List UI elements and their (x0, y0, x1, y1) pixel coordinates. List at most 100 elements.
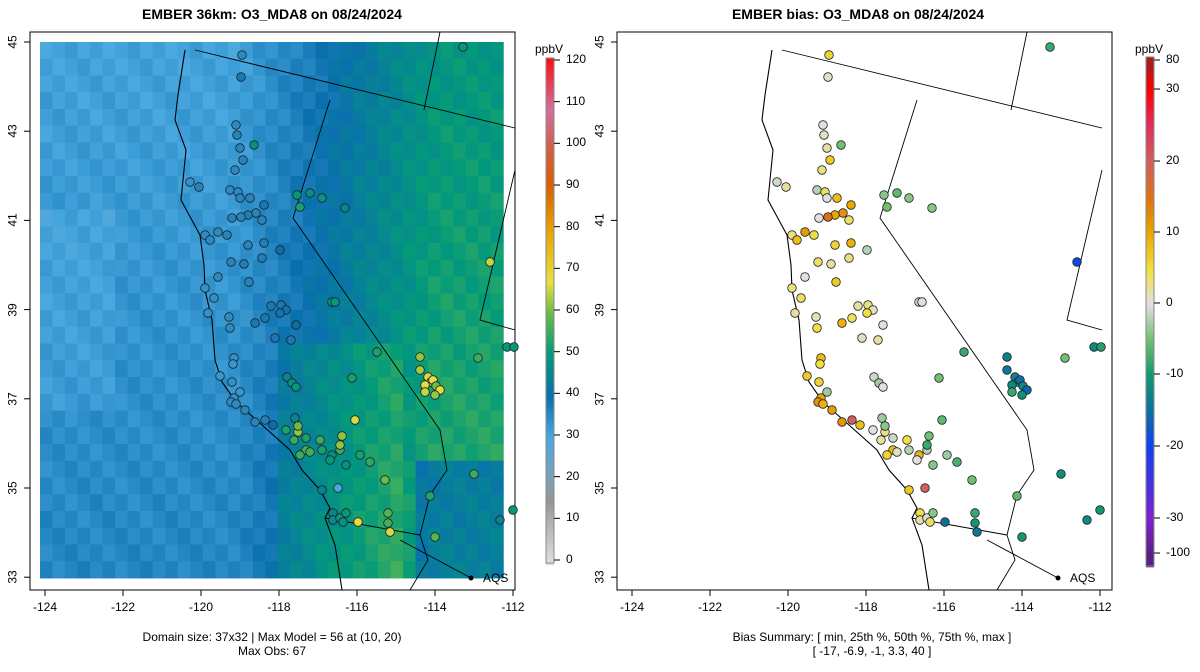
model-cell (440, 209, 454, 227)
model-cell (190, 343, 204, 361)
model-cell (290, 176, 304, 194)
model-cell (127, 259, 141, 277)
lon-tick-label: -114 (1010, 600, 1034, 614)
model-cell (440, 159, 454, 177)
obs-station-point (292, 190, 302, 200)
model-cell (65, 310, 79, 328)
model-cell (440, 109, 454, 127)
bias-colorbar-segment (1146, 87, 1154, 91)
bias-station-point (1002, 365, 1012, 375)
model-cell (478, 42, 492, 60)
lon-tick-label: -120 (188, 600, 214, 614)
obs-station-point (365, 457, 375, 467)
model-cell (465, 377, 479, 395)
model-cell (90, 410, 104, 428)
model-cell (327, 42, 341, 60)
obs-station-point (383, 518, 393, 528)
model-cell (440, 544, 454, 562)
model-cell (215, 209, 229, 227)
obs-colorbar-segment (546, 442, 554, 446)
model-cell (340, 343, 354, 361)
obs-colorbar-segment (546, 454, 554, 458)
model-cell (353, 561, 366, 579)
model-cell (403, 444, 417, 462)
bias-station-point (880, 421, 890, 431)
model-cell (315, 393, 329, 411)
model-cell (77, 159, 91, 177)
bias-colorbar-segment (1146, 285, 1154, 289)
obs-colorbar-segment (546, 58, 554, 62)
obs-colorbar-segment (546, 205, 554, 209)
model-cell (390, 109, 404, 127)
model-cell (378, 75, 392, 93)
obs-colorbar-segment (546, 154, 554, 158)
bias-station-point (857, 333, 867, 343)
model-cell (315, 176, 329, 194)
obs-station-point (266, 301, 276, 311)
model-cell (65, 109, 79, 127)
model-cell (340, 293, 354, 311)
obs-colorbar-segment (546, 106, 554, 110)
bias-colorbar-segment (1146, 159, 1154, 163)
state-boundary (879, 99, 1035, 536)
bias-station-point (838, 208, 848, 218)
model-cell (415, 326, 429, 344)
bias-station-point (847, 313, 857, 323)
model-cell (428, 259, 442, 277)
model-cell (177, 310, 191, 328)
model-cell (140, 477, 154, 495)
model-cell (490, 427, 504, 445)
bias-colorbar-segment (1146, 180, 1154, 184)
obs-station-point (225, 185, 235, 195)
model-cell (465, 310, 479, 328)
model-cell (353, 477, 366, 495)
model-cell (52, 544, 66, 562)
lat-tick-label: 35 (592, 481, 607, 495)
bias-colorbar-segment (1146, 90, 1154, 94)
obs-station-point (268, 420, 278, 430)
model-cell (378, 326, 392, 344)
model-cell (115, 293, 129, 311)
bias-colorbar-segment (1146, 420, 1154, 424)
model-cell (177, 444, 191, 462)
model-cell (428, 75, 442, 93)
model-cell (390, 176, 404, 194)
model-cell (440, 192, 454, 210)
obs-station-point (235, 387, 245, 397)
model-cell (152, 494, 166, 512)
model-cell (353, 192, 366, 210)
model-cell (127, 109, 141, 127)
bias-station-point (922, 440, 932, 450)
model-cell (478, 326, 492, 344)
obs-colorbar-segment (546, 343, 554, 347)
model-cell (140, 109, 154, 127)
bias-colorbar-segment (1146, 123, 1154, 127)
model-cell (140, 310, 154, 328)
model-cell (478, 159, 492, 177)
bias-station-point (940, 517, 950, 527)
obs-colorbar-segment (546, 304, 554, 308)
model-cell (327, 159, 341, 177)
model-cell (202, 427, 216, 445)
model-cell (378, 109, 392, 127)
obs-colorbar-segment (546, 415, 554, 419)
obs-colorbar-segment (546, 190, 554, 194)
model-cell (478, 109, 492, 127)
bias-station-point (844, 215, 854, 225)
model-cell (215, 243, 229, 261)
model-cell (52, 410, 66, 428)
bias-station-point (822, 193, 832, 203)
bias-colorbar-segment (1146, 66, 1154, 70)
model-cell (490, 527, 504, 545)
model-cell (165, 159, 179, 177)
model-cell (440, 561, 454, 579)
model-cell (165, 125, 179, 143)
model-cell (202, 460, 216, 478)
model-cell (90, 561, 104, 579)
obs-colorbar-segment (546, 67, 554, 71)
bias-station-point (937, 415, 947, 425)
model-cell (227, 410, 241, 428)
model-cell (40, 477, 53, 495)
obs-colorbar-segment (546, 217, 554, 221)
model-cell (127, 427, 141, 445)
